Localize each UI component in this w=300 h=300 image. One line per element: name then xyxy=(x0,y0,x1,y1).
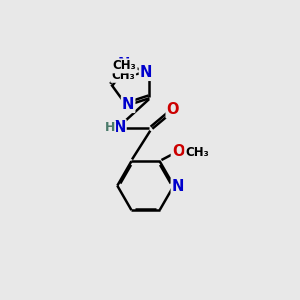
Text: O: O xyxy=(172,144,184,159)
Text: N: N xyxy=(172,179,184,194)
Text: N: N xyxy=(140,65,152,80)
Text: CH₃: CH₃ xyxy=(111,69,135,82)
Text: N: N xyxy=(113,120,126,135)
Text: CH₃: CH₃ xyxy=(113,59,136,72)
Text: O: O xyxy=(167,102,179,117)
Text: N: N xyxy=(122,97,134,112)
Text: N: N xyxy=(117,57,130,72)
Text: H: H xyxy=(105,121,115,134)
Text: CH₃: CH₃ xyxy=(185,146,209,159)
